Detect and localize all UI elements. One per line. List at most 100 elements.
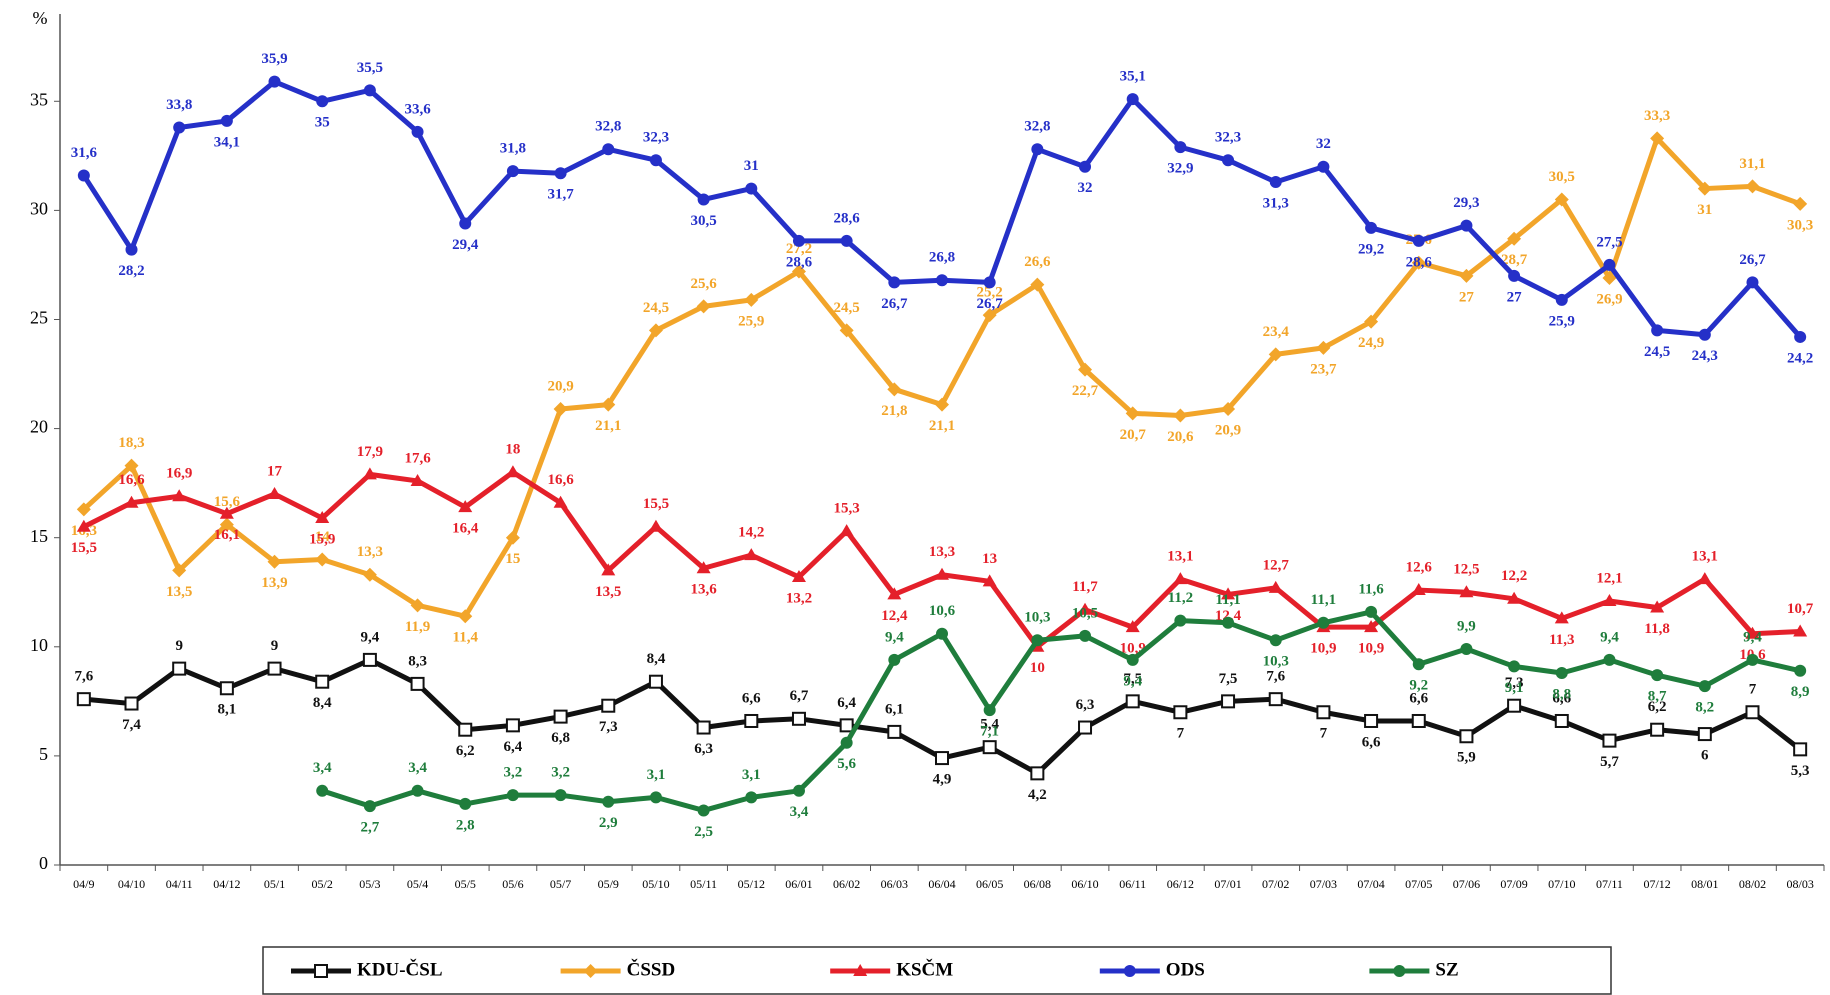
- marker: [648, 519, 663, 532]
- marker: [1745, 179, 1760, 194]
- marker: [1411, 713, 1426, 728]
- marker: [1602, 271, 1617, 286]
- data-label: 18: [505, 442, 520, 458]
- marker: [1268, 580, 1283, 593]
- marker: [1269, 634, 1282, 647]
- data-label: 3,1: [742, 767, 761, 783]
- data-label: 14: [315, 529, 331, 545]
- data-label: 26,7: [977, 296, 1004, 312]
- data-label: 6,8: [551, 730, 570, 746]
- x-tick-label: 05/7: [550, 877, 571, 891]
- marker: [887, 724, 902, 739]
- data-label: 3,2: [504, 765, 523, 781]
- marker: [267, 487, 282, 500]
- x-tick-label: 05/9: [598, 877, 619, 891]
- data-label: 7,4: [122, 717, 141, 733]
- marker: [1793, 196, 1808, 211]
- marker: [125, 243, 138, 256]
- data-label: 7,5: [1219, 671, 1238, 687]
- marker: [744, 548, 759, 561]
- data-label: 13,1: [1692, 549, 1718, 565]
- y-tick-label: 25: [30, 308, 48, 328]
- data-label: 13,3: [929, 544, 955, 560]
- marker: [696, 299, 711, 314]
- marker: [1173, 572, 1188, 585]
- data-label: 21,1: [929, 418, 955, 434]
- data-label: 15,5: [71, 540, 97, 556]
- data-label: 6,6: [1362, 734, 1381, 750]
- data-label: 20,9: [1215, 422, 1241, 438]
- marker: [839, 323, 854, 338]
- data-label: 10,7: [1787, 601, 1814, 617]
- legend-label: ODS: [1166, 959, 1205, 980]
- data-label: 11,9: [405, 619, 430, 635]
- x-tick-label: 07/04: [1357, 877, 1384, 891]
- data-label: 28,6: [834, 210, 861, 226]
- marker: [1030, 277, 1045, 292]
- data-label: 2,5: [694, 824, 713, 840]
- y-tick-label: 35: [30, 89, 48, 109]
- data-label: 26,6: [1024, 254, 1051, 270]
- data-label: 35,1: [1120, 69, 1146, 85]
- marker: [553, 495, 568, 508]
- data-label: 28,6: [1406, 254, 1433, 270]
- marker: [1078, 602, 1093, 615]
- data-label: 33,8: [166, 97, 192, 113]
- x-tick-label: 05/12: [738, 877, 765, 891]
- data-label: 32: [1078, 180, 1093, 196]
- data-label: 30,5: [1549, 169, 1575, 185]
- marker: [1793, 624, 1808, 637]
- marker: [411, 784, 424, 797]
- marker: [744, 292, 759, 307]
- data-label: 33,3: [1644, 108, 1670, 124]
- marker: [1697, 572, 1712, 585]
- data-label: 5,3: [1791, 763, 1810, 779]
- marker: [316, 95, 329, 108]
- legend-label: ČSSD: [627, 958, 676, 980]
- marker: [268, 75, 281, 88]
- marker: [1123, 965, 1136, 977]
- marker: [1508, 269, 1521, 282]
- data-label: 35: [315, 115, 330, 131]
- data-label: 7: [1320, 726, 1328, 742]
- marker: [602, 795, 615, 808]
- data-label: 12,7: [1263, 557, 1290, 573]
- marker: [744, 713, 759, 728]
- data-label: 31,8: [500, 141, 526, 157]
- marker: [1603, 653, 1616, 666]
- data-label: 30,3: [1787, 217, 1813, 233]
- data-label: 4,2: [1028, 787, 1047, 803]
- data-label: 7,3: [599, 719, 618, 735]
- marker: [362, 467, 377, 480]
- data-label: 10,3: [1263, 654, 1289, 670]
- marker: [1030, 766, 1045, 781]
- marker: [982, 574, 997, 587]
- data-label: 12,1: [1596, 570, 1622, 586]
- data-label: 7: [1749, 682, 1757, 698]
- marker: [1078, 720, 1093, 735]
- data-label: 8,7: [1648, 689, 1667, 705]
- marker: [1602, 733, 1617, 748]
- marker: [1602, 593, 1617, 606]
- data-label: 31,3: [1263, 195, 1289, 211]
- data-label: 16,6: [547, 472, 574, 488]
- data-label: 3,4: [313, 760, 332, 776]
- marker: [1222, 616, 1235, 629]
- data-label: 12,2: [1501, 568, 1527, 584]
- data-label: 24,3: [1692, 348, 1718, 364]
- marker: [1174, 614, 1187, 627]
- x-tick-label: 05/1: [264, 877, 285, 891]
- marker: [124, 458, 139, 473]
- data-label: 6,6: [1552, 690, 1571, 706]
- marker: [459, 217, 472, 230]
- data-label: 9,2: [1409, 678, 1428, 694]
- data-label: 11,6: [1358, 581, 1384, 597]
- marker: [1125, 694, 1140, 709]
- marker: [1268, 347, 1283, 362]
- data-label: 8,9: [1791, 684, 1810, 700]
- legend-label: KDU-ČSL: [357, 958, 443, 980]
- data-label: 21,8: [881, 403, 907, 419]
- data-label: 35,9: [261, 51, 287, 67]
- data-label: 12,4: [881, 608, 908, 624]
- marker: [1269, 176, 1282, 189]
